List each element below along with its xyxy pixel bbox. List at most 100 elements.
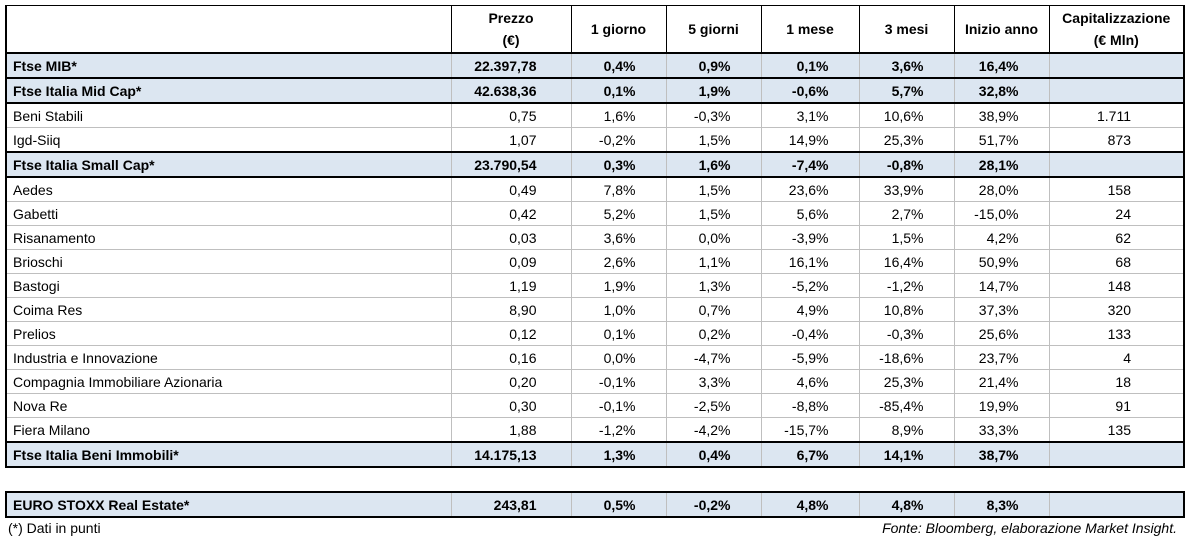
cell: 23,7% [953,345,1050,370]
table-row: Brioschi 0,09 2,6% 1,1% 16,1% 16,4% 50,9% 68 [5,249,1185,274]
cell: 0,75 [450,102,572,128]
table-row: Ftse Italia Small Cap* 23.790,54 0,3% 1,6% -… [5,151,1185,178]
cell: -7,4% [760,151,860,178]
table-row: Nova Re 0,30 -0,1% -2,5% -8,8% -85,4% 19,9% 91 [5,393,1185,418]
cell: -0,3% [858,321,955,346]
column-header: 5 giorni [665,5,762,54]
cell: 2,6% [570,249,667,274]
cell-empty [1048,441,1185,468]
cell: -0,4% [760,321,860,346]
cell: 1,9% [570,273,667,298]
row-label: Beni Stabili [5,102,452,128]
cell: 0,42 [450,201,572,226]
cell: 62 [1048,225,1185,250]
table-row: Igd-Siiq 1,07 -0,2% 1,5% 14,9% 25,3% 51,7% 873 [5,127,1185,153]
row-label: Bastogi [5,273,452,298]
cell: 2,7% [858,201,955,226]
cell: 1,9% [665,77,762,104]
cell: 158 [1048,176,1185,202]
cell: 0,0% [665,225,762,250]
cell: 1,5% [858,225,955,250]
cell: 0,5% [570,491,667,518]
cell-empty [1048,52,1185,79]
row-label: Igd-Siiq [5,127,452,153]
row-label: EURO STOXX Real Estate* [5,491,452,518]
table-row: Bastogi 1,19 1,9% 1,3% -5,2% -1,2% 14,7% 148 [5,273,1185,298]
table-row: Beni Stabili 0,75 1,6% -0,3% 3,1% 10,6% 38,9% 1… [5,102,1185,128]
cell: 33,3% [953,417,1050,443]
cell: 0,0% [570,345,667,370]
cell: 25,6% [953,321,1050,346]
cell: 10,8% [858,297,955,322]
cell: 14.175,13 [450,441,572,468]
cell: -8,8% [760,393,860,418]
row-label: Aedes [5,176,452,202]
table-row: EURO STOXX Real Estate* 243,81 0,5% -0,2% 4,… [5,491,1185,518]
row-label: Risanamento [5,225,452,250]
cell: 0,4% [665,441,762,468]
cell: 38,7% [953,441,1050,468]
cell: 5,2% [570,201,667,226]
cell: 0,16 [450,345,572,370]
cell: 1,19 [450,273,572,298]
cell: 51,7% [953,127,1050,153]
cell: 8,90 [450,297,572,322]
cell: 0,03 [450,225,572,250]
cell: 6,7% [760,441,860,468]
cell: 28,0% [953,176,1050,202]
cell: 25,3% [858,127,955,153]
cell: 0,1% [570,77,667,104]
cell: 50,9% [953,249,1050,274]
cell: -5,2% [760,273,860,298]
source: Fonte: Bloomberg, elaborazione Market In… [882,520,1177,536]
cell: -0,2% [570,127,667,153]
cell: 4,6% [760,369,860,394]
cell: 0,30 [450,393,572,418]
column-header: 1 mese [760,5,860,54]
cell: 91 [1048,393,1185,418]
cell: 0,4% [570,52,667,79]
row-label: Ftse Italia Mid Cap* [5,77,452,104]
cell: 1,1% [665,249,762,274]
cell: 16,4% [953,52,1050,79]
table-row: Aedes 0,49 7,8% 1,5% 23,6% 33,9% 28,0% 158 [5,176,1185,202]
row-label: Prelios [5,321,452,346]
column-header: 3 mesi [858,5,955,54]
cell: 0,2% [665,321,762,346]
cell: 7,8% [570,176,667,202]
table-row: Prelios 0,12 0,1% 0,2% -0,4% -0,3% 25,6% 133 [5,321,1185,346]
cell: 0,1% [570,321,667,346]
table-row: Compagnia Immobiliare Azionaria 0,20 -0,1%… [5,369,1185,394]
cell: 4,9% [760,297,860,322]
cell: 4,2% [953,225,1050,250]
data-table: Prezzo (€) 1 giorno 5 giorni 1 mese 3 mesi In… [5,5,1185,468]
column-header: Capitalizzazione (€ Mln) [1048,5,1185,54]
cell: 148 [1048,273,1185,298]
cell: 4,8% [760,491,860,518]
row-label: Industria e Innovazione [5,345,452,370]
cell: 28,1% [953,151,1050,178]
cell: 21,4% [953,369,1050,394]
cell: -4,2% [665,417,762,443]
cell: 320 [1048,297,1185,322]
cell: 33,9% [858,176,955,202]
cell: 10,6% [858,102,955,128]
row-label: Fiera Milano [5,417,452,443]
cell: -5,9% [760,345,860,370]
cell: 4,8% [858,491,955,518]
row-label: Brioschi [5,249,452,274]
cell: 0,20 [450,369,572,394]
cell: 5,7% [858,77,955,104]
cell: 1,3% [665,273,762,298]
cell: 42.638,36 [450,77,572,104]
table-row: Risanamento 0,03 3,6% 0,0% -3,9% 1,5% 4,2% 62 [5,225,1185,250]
row-label: Compagnia Immobiliare Azionaria [5,369,452,394]
cell: 23,6% [760,176,860,202]
cell: -85,4% [858,393,955,418]
cell: 8,9% [858,417,955,443]
cell: 14,7% [953,273,1050,298]
cell: 23.790,54 [450,151,572,178]
cell: 32,8% [953,77,1050,104]
cell: 0,49 [450,176,572,202]
cell: -0,8% [858,151,955,178]
